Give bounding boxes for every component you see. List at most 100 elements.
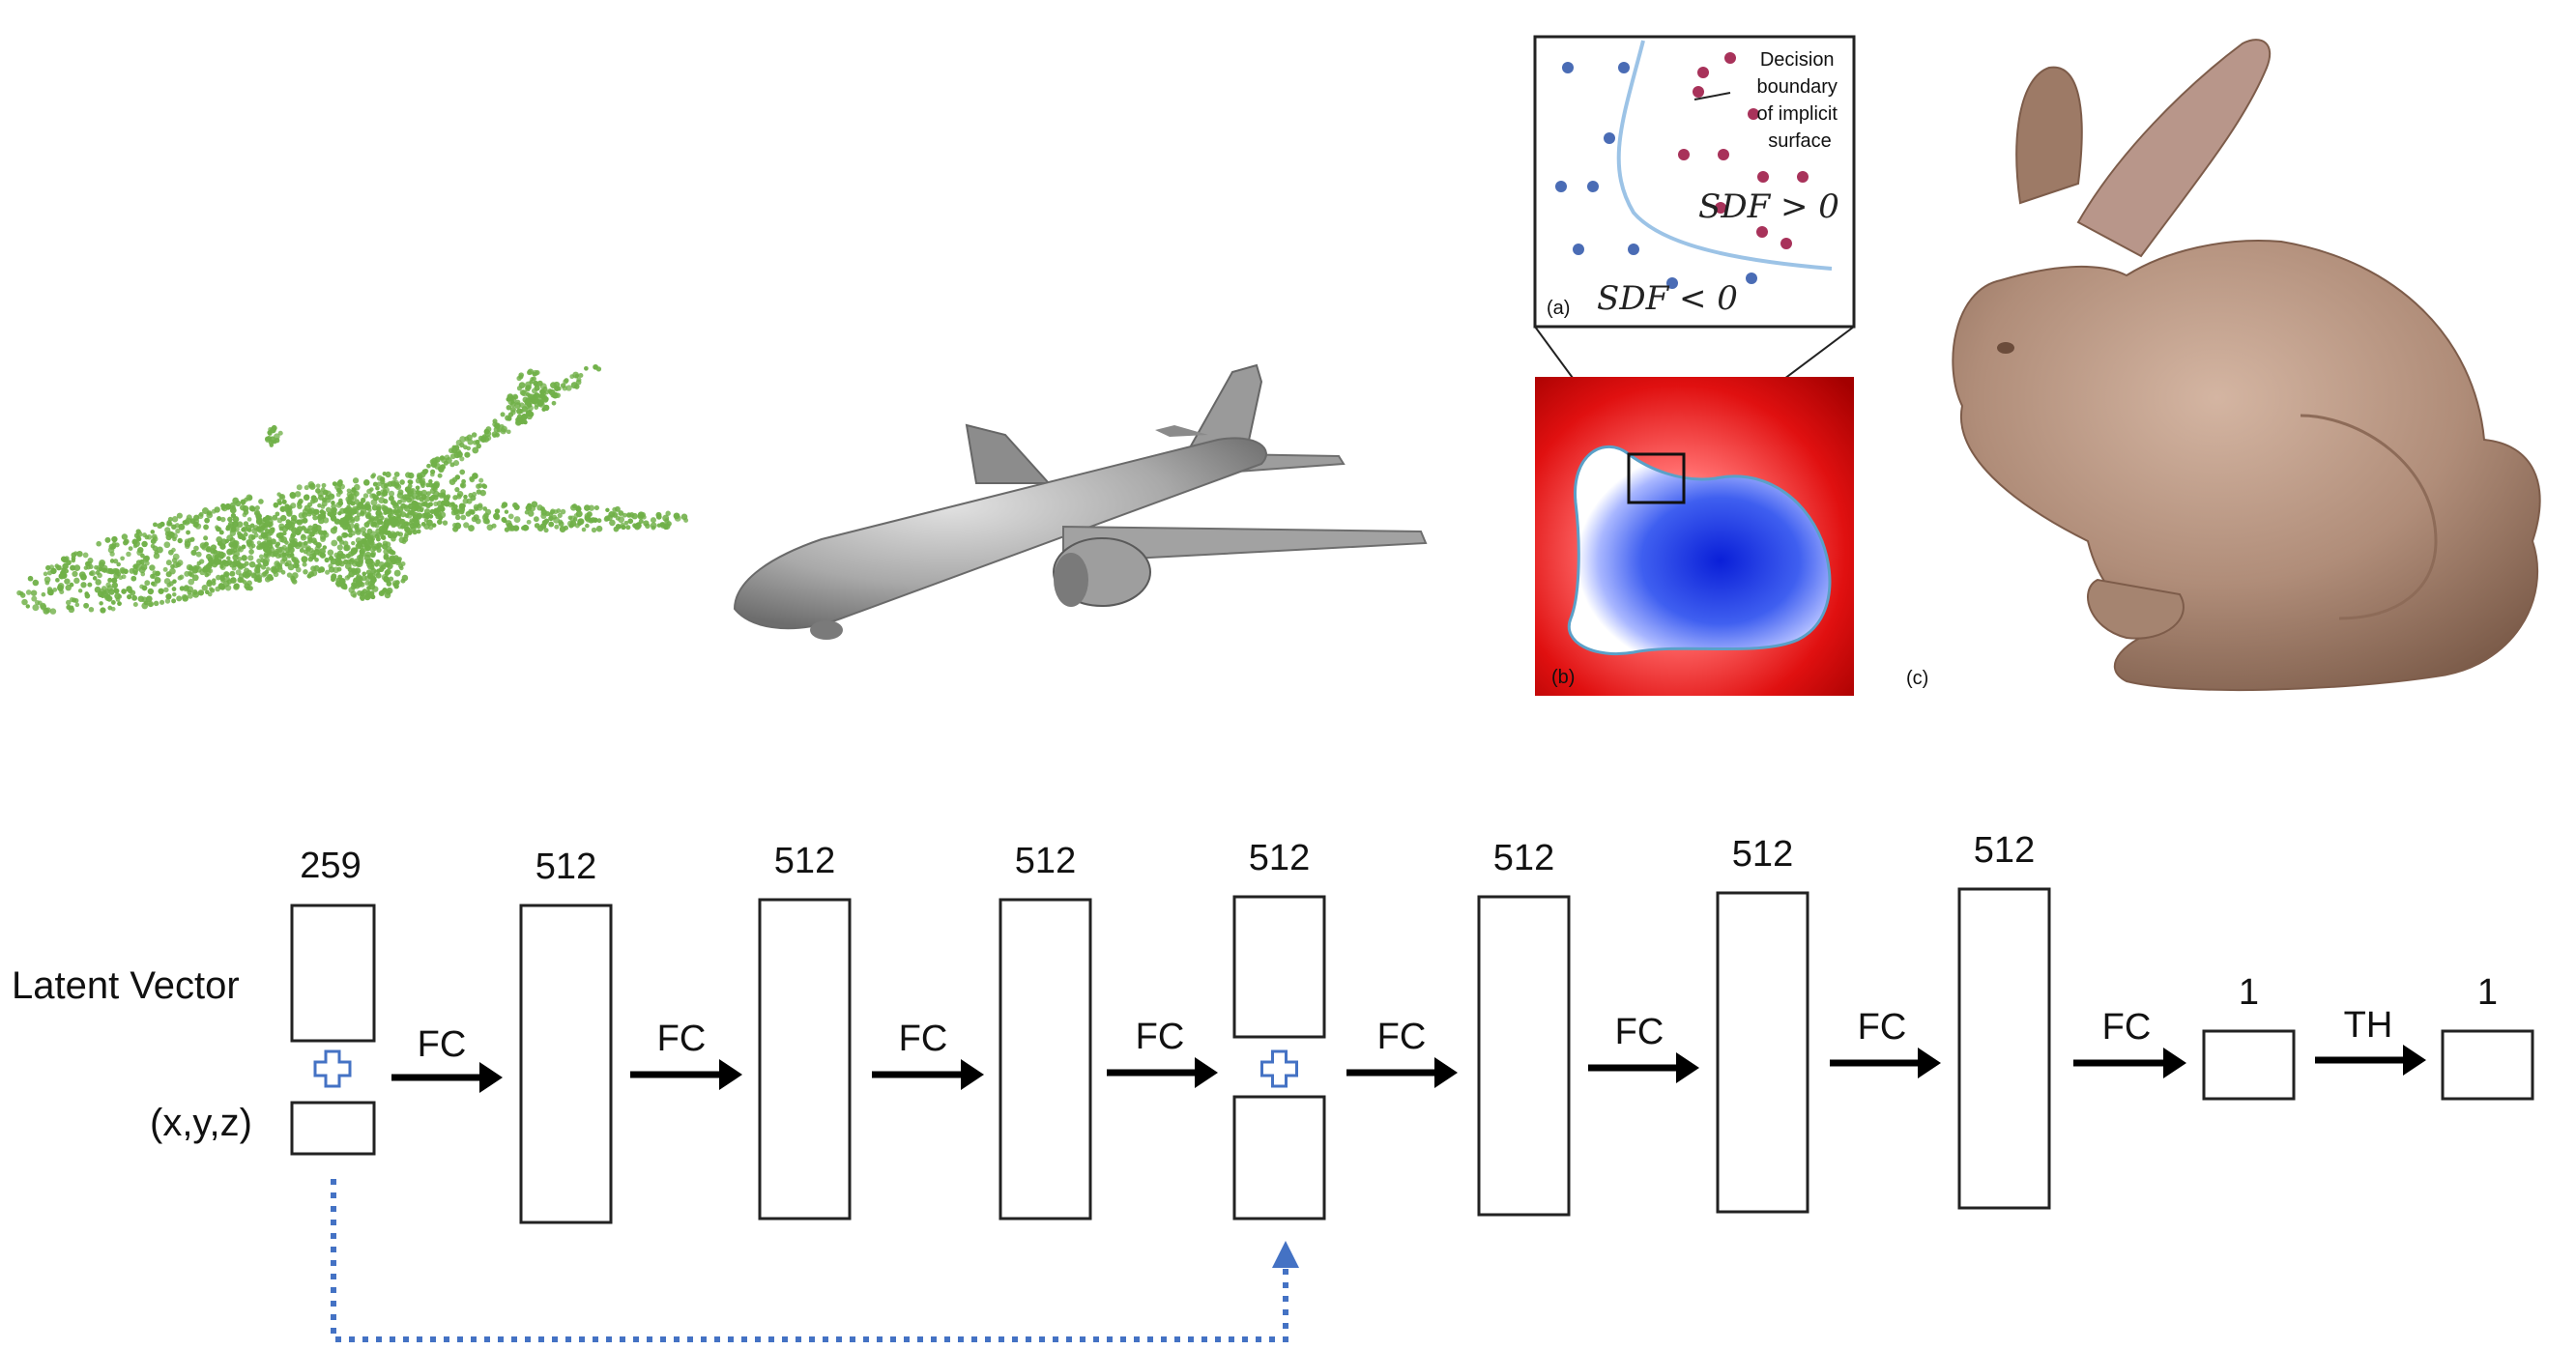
- point-cloud-point: [88, 606, 95, 613]
- point-cloud-point: [382, 489, 388, 494]
- point-cloud-point: [131, 567, 139, 574]
- point-cloud-point: [532, 371, 537, 377]
- point-cloud-point: [493, 512, 500, 520]
- point-cloud-point: [111, 535, 118, 543]
- point-cloud-point: [476, 443, 481, 449]
- point-cloud-point: [19, 592, 26, 598]
- point-cloud-point: [442, 520, 449, 526]
- point-cloud-point: [404, 494, 411, 501]
- point-cloud-point: [229, 537, 236, 543]
- point-cloud-point: [184, 540, 191, 548]
- point-cloud-point: [285, 519, 291, 525]
- airplane-point-cloud: [16, 363, 689, 615]
- point-cloud-point: [523, 419, 528, 425]
- point-cloud-point: [193, 545, 199, 552]
- skip-arrowhead: [1272, 1241, 1299, 1268]
- point-cloud-point: [338, 539, 345, 545]
- point-cloud-point: [560, 508, 566, 515]
- point-cloud-point: [105, 593, 111, 599]
- point-cloud-point: [171, 598, 177, 604]
- point-cloud-point: [296, 519, 302, 525]
- point-cloud-point: [248, 540, 254, 546]
- point-cloud-point: [25, 604, 31, 609]
- point-cloud-point: [492, 433, 497, 439]
- point-cloud-point: [354, 523, 360, 529]
- point-cloud-point: [83, 565, 89, 570]
- point-cloud-point: [382, 471, 387, 476]
- point-cloud-point: [350, 530, 356, 536]
- point-cloud-point: [527, 368, 534, 375]
- point-cloud-point: [360, 527, 366, 533]
- point-cloud-point: [575, 504, 581, 510]
- point-cloud-point: [303, 569, 308, 575]
- point-cloud-point: [405, 472, 412, 478]
- point-cloud-point: [331, 577, 336, 583]
- point-cloud-point: [529, 380, 534, 385]
- point-cloud-point: [348, 523, 355, 530]
- point-cloud-point: [410, 506, 417, 512]
- point-cloud-point: [366, 573, 374, 580]
- point-cloud-point: [463, 522, 470, 529]
- point-cloud-point: [423, 495, 431, 503]
- point-cloud-point: [415, 477, 421, 484]
- point-cloud-point: [521, 526, 526, 531]
- point-cloud-point: [541, 519, 548, 526]
- point-cloud-point: [244, 567, 250, 574]
- point-cloud-point: [369, 531, 377, 538]
- point-cloud-point: [263, 546, 271, 553]
- point-cloud-point: [205, 570, 212, 577]
- point-cloud-point: [322, 545, 328, 550]
- layer-box: [2441, 1029, 2534, 1101]
- skip-connection-arrow: [331, 1179, 1288, 1342]
- point-cloud-point: [244, 560, 249, 566]
- point-cloud-point: [322, 489, 329, 496]
- point-cloud-point: [175, 561, 182, 568]
- point-cloud-point: [404, 504, 409, 509]
- point-cloud-point: [551, 400, 557, 406]
- point-cloud-point: [423, 508, 431, 515]
- zoom-region-box: [1627, 452, 1686, 504]
- point-cloud-point: [317, 503, 322, 508]
- point-cloud-point: [433, 510, 440, 517]
- point-cloud-point: [203, 564, 211, 572]
- point-cloud-point: [304, 484, 309, 491]
- point-cloud-point: [192, 590, 200, 598]
- layer-arrowhead: [1918, 1048, 1941, 1078]
- point-cloud-point: [44, 580, 50, 586]
- point-cloud-point: [440, 464, 447, 471]
- point-cloud-point: [403, 525, 409, 530]
- point-cloud-point: [464, 451, 471, 458]
- point-cloud-point: [452, 495, 458, 501]
- point-cloud-point: [108, 543, 115, 550]
- point-cloud-point: [302, 561, 307, 567]
- point-cloud-point: [177, 537, 183, 544]
- point-cloud-point: [468, 525, 475, 531]
- point-cloud-point: [143, 600, 149, 606]
- point-cloud-point: [87, 558, 94, 563]
- point-cloud-point: [144, 580, 151, 587]
- point-cloud-point: [316, 515, 323, 521]
- point-cloud-point: [596, 518, 602, 524]
- point-cloud-point: [356, 560, 363, 568]
- point-cloud-point: [175, 528, 181, 534]
- point-cloud-point: [331, 539, 338, 547]
- point-cloud-point: [220, 552, 226, 559]
- point-cloud-point: [376, 474, 383, 481]
- point-cloud-point: [43, 571, 48, 577]
- point-cloud-point: [203, 535, 209, 541]
- point-cloud-point: [183, 586, 189, 592]
- point-cloud-point: [369, 493, 375, 499]
- point-cloud-point: [181, 593, 188, 601]
- point-cloud-point: [301, 511, 308, 519]
- point-cloud-point: [360, 590, 366, 597]
- point-cloud-point: [338, 498, 343, 503]
- outside-sample-dots: [1678, 52, 1809, 249]
- point-cloud-point: [116, 571, 122, 577]
- point-cloud-point: [171, 516, 179, 523]
- point-cloud-point: [123, 568, 129, 575]
- point-cloud-point: [21, 598, 28, 606]
- point-cloud-point: [333, 566, 339, 574]
- point-cloud-point: [275, 546, 283, 554]
- point-cloud-point: [231, 565, 237, 571]
- point-cloud-point: [166, 520, 172, 526]
